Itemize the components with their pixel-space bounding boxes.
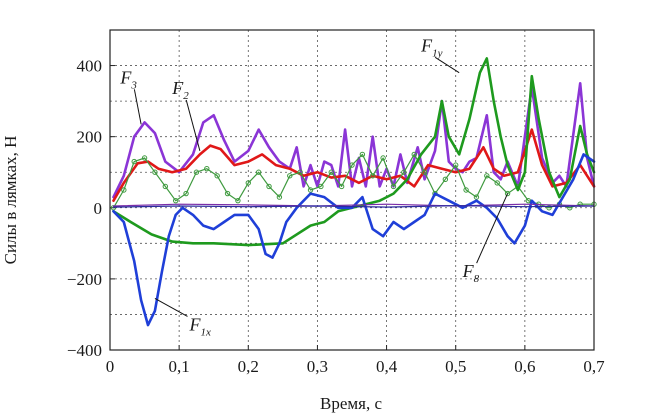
data-point-f8	[411, 151, 417, 158]
data-point-f8	[453, 162, 459, 168]
data-point-f8	[484, 173, 490, 179]
series-line-f_extra_2	[112, 205, 595, 208]
data-point-f8	[473, 194, 480, 200]
data-point-f8	[297, 169, 303, 175]
data-point-f8	[224, 190, 231, 197]
annotation-leader	[434, 56, 460, 74]
data-point-f8	[318, 183, 324, 190]
y-tick-label: 0	[94, 199, 103, 218]
data-point-f8	[338, 183, 345, 190]
data-point-f8	[380, 155, 386, 161]
series-lines	[110, 57, 597, 327]
data-point-f8	[546, 205, 552, 211]
annotation-leader	[185, 99, 201, 152]
y-tick-label: 200	[77, 128, 103, 147]
annotations: F3 F2 F1y F8 F1x	[119, 35, 509, 338]
data-point-f8	[494, 180, 500, 186]
data-point-f8	[359, 151, 366, 158]
x-tick-label: 0,7	[583, 357, 605, 376]
annotation-leader	[133, 89, 142, 125]
series-line-f_extra_1	[112, 203, 595, 207]
x-tick-label: 0,5	[445, 357, 466, 376]
x-tick-label: 0	[106, 357, 115, 376]
data-point-f8	[390, 183, 397, 190]
data-point-f8	[183, 190, 189, 197]
x-tick-label: 0,6	[514, 357, 535, 376]
x-tick-label: 0,1	[169, 357, 190, 376]
data-point-f8	[214, 173, 220, 179]
data-point-f8	[152, 169, 158, 175]
data-point-f8	[328, 169, 334, 175]
data-point-f8	[172, 197, 179, 204]
plot-frame	[109, 29, 595, 351]
data-point-f8	[141, 155, 148, 161]
data-point-f8	[255, 169, 262, 175]
annotation-leader	[154, 298, 188, 317]
x-tick-label: 0,2	[238, 357, 259, 376]
annotation-label-f2: F2	[171, 78, 189, 102]
data-point-f8	[162, 183, 169, 190]
y-tick-label: −400	[67, 341, 102, 360]
tick-labels: 0 0,1 0,2 0,3 0,4 0,5 0,6 0,7 −400 −200 0 200 400	[67, 57, 605, 376]
annotation-label-f3: F3	[119, 67, 137, 91]
series-line-f1y	[112, 57, 596, 247]
x-axis-title: Время, с	[320, 394, 382, 413]
annotation-label-f1x: F1x	[189, 314, 212, 338]
data-point-f8	[193, 169, 200, 175]
y-tick-label: −200	[67, 270, 102, 289]
data-point-f8	[504, 190, 511, 197]
data-point-f8	[121, 187, 127, 193]
series-line-f8	[112, 153, 595, 209]
data-point-f8	[266, 183, 272, 190]
data-point-f8	[204, 165, 210, 172]
series-line-f1x	[112, 153, 596, 327]
data-point-f8	[245, 180, 251, 186]
data-point-f8	[307, 187, 314, 193]
annotation-leader	[476, 193, 509, 264]
annotation-label-f8: F8	[462, 261, 480, 285]
data-point-f8	[287, 173, 293, 179]
data-point-f8	[131, 158, 137, 165]
y-tick-label: 400	[77, 57, 103, 76]
y-axis-title: Силы в лямках, Н	[1, 136, 20, 265]
data-point-f8	[276, 194, 283, 200]
x-tick-label: 0,4	[376, 357, 398, 376]
data-point-f8	[349, 162, 355, 168]
x-tick-label: 0,3	[307, 357, 328, 376]
data-point-f8	[463, 187, 469, 193]
data-point-f8	[235, 197, 241, 204]
data-point-f8	[421, 169, 428, 175]
series-line-f2	[112, 128, 596, 202]
data-point-f8	[401, 169, 407, 175]
annotation-label-f1y: F1y	[420, 35, 443, 59]
data-point-f8	[370, 173, 376, 179]
data-point-f8	[442, 176, 449, 183]
